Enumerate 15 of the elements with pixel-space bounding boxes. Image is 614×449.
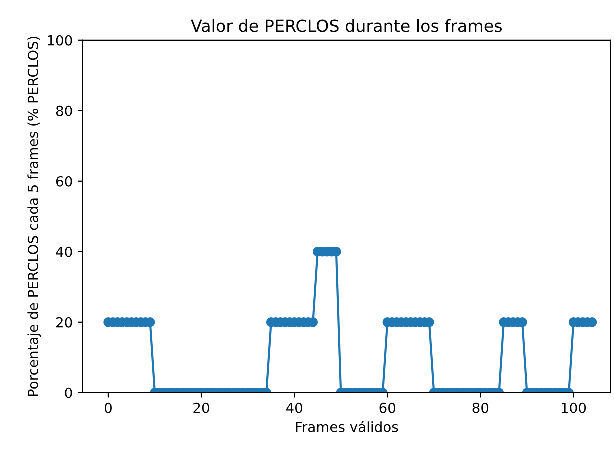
- y-tick-label: 80: [56, 106, 72, 116]
- x-tick-label: 0: [104, 402, 112, 414]
- x-tick-label: 100: [562, 402, 586, 414]
- x-tick-label: 20: [194, 402, 210, 414]
- y-tick-label: 60: [56, 176, 72, 187]
- y-tick-label: 0: [65, 388, 72, 398]
- x-tick-label: 80: [472, 402, 489, 414]
- y-tick-label: 100: [48, 35, 72, 46]
- chart-title: Valor de PERCLOS durante los frames: [191, 19, 502, 32]
- x-tick-label: 60: [380, 402, 396, 414]
- x-axis-title: Frames válidos: [296, 421, 398, 432]
- x-tick-label: 40: [286, 402, 302, 414]
- y-tick-label: 40: [56, 246, 72, 258]
- y-tick-label: 20: [56, 317, 72, 328]
- y-axis-title: Porcentaje de PERCLOS cada 5 frames (% PERCLOS): [28, 36, 42, 396]
